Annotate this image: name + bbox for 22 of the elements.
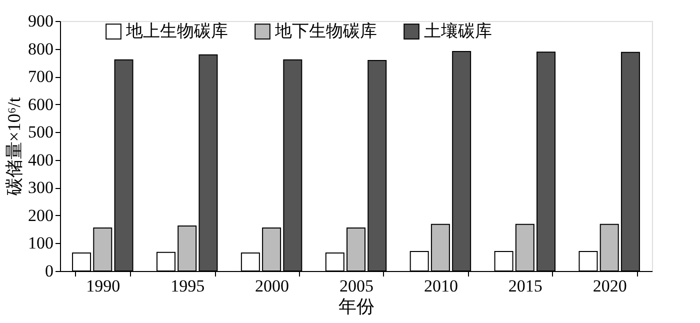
x-tick-label: 2015 [508, 276, 542, 296]
x-axis-title: 年份 [338, 296, 374, 316]
x-tick-label: 2020 [592, 276, 627, 296]
legend-label: 土壤碳库 [424, 22, 492, 41]
x-tick-label: 1995 [170, 276, 205, 296]
y-axis-title: 碳储量×10⁶/t [4, 97, 24, 197]
y-tick-label: 400 [28, 150, 54, 170]
legend-label: 地上生物碳库 [125, 22, 228, 41]
x-tick-label: 2010 [424, 276, 458, 296]
y-tick-label: 600 [28, 94, 54, 114]
y-tick-label: 300 [28, 178, 54, 198]
y-tick-label: 0 [45, 262, 54, 280]
y-tick-label: 200 [28, 206, 54, 225]
legend-label: 地下生物碳库 [274, 22, 377, 41]
y-tick-label: 100 [28, 234, 54, 253]
y-tick-label: 700 [28, 67, 54, 86]
y-tick-label: 900 [28, 12, 54, 30]
x-tick-label: 2000 [255, 276, 290, 296]
x-tick-label: 1990 [86, 276, 120, 296]
y-tick-label: 500 [28, 122, 54, 142]
x-tick-label: 2005 [340, 276, 374, 296]
y-tick-label: 800 [28, 39, 54, 58]
